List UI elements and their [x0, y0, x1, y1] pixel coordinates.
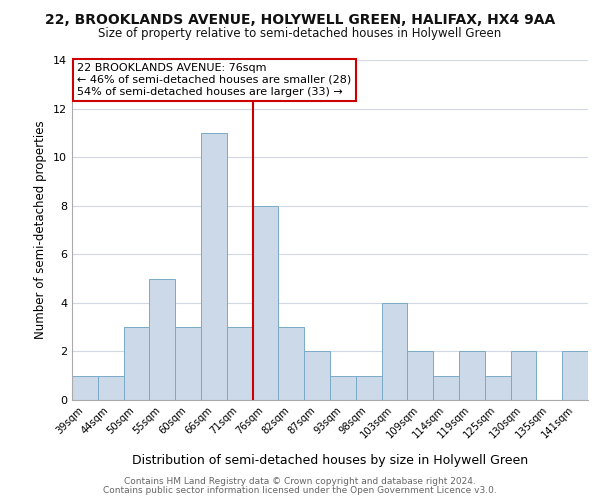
Bar — [175, 327, 201, 400]
Bar — [304, 352, 330, 400]
Bar — [278, 327, 304, 400]
Y-axis label: Number of semi-detached properties: Number of semi-detached properties — [34, 120, 47, 340]
Bar — [227, 327, 253, 400]
Bar — [201, 133, 227, 400]
Bar — [382, 303, 407, 400]
Bar — [149, 278, 175, 400]
Bar — [407, 352, 433, 400]
Bar — [511, 352, 536, 400]
Bar — [253, 206, 278, 400]
Bar — [98, 376, 124, 400]
Text: Contains public sector information licensed under the Open Government Licence v3: Contains public sector information licen… — [103, 486, 497, 495]
Bar — [562, 352, 588, 400]
Text: 22 BROOKLANDS AVENUE: 76sqm
← 46% of semi-detached houses are smaller (28)
54% o: 22 BROOKLANDS AVENUE: 76sqm ← 46% of sem… — [77, 64, 352, 96]
Bar — [330, 376, 356, 400]
Bar — [485, 376, 511, 400]
Bar — [459, 352, 485, 400]
Bar — [356, 376, 382, 400]
Bar — [124, 327, 149, 400]
X-axis label: Distribution of semi-detached houses by size in Holywell Green: Distribution of semi-detached houses by … — [132, 454, 528, 468]
Text: Contains HM Land Registry data © Crown copyright and database right 2024.: Contains HM Land Registry data © Crown c… — [124, 477, 476, 486]
Bar — [433, 376, 459, 400]
Text: Size of property relative to semi-detached houses in Holywell Green: Size of property relative to semi-detach… — [98, 28, 502, 40]
Bar — [72, 376, 98, 400]
Text: 22, BROOKLANDS AVENUE, HOLYWELL GREEN, HALIFAX, HX4 9AA: 22, BROOKLANDS AVENUE, HOLYWELL GREEN, H… — [45, 12, 555, 26]
